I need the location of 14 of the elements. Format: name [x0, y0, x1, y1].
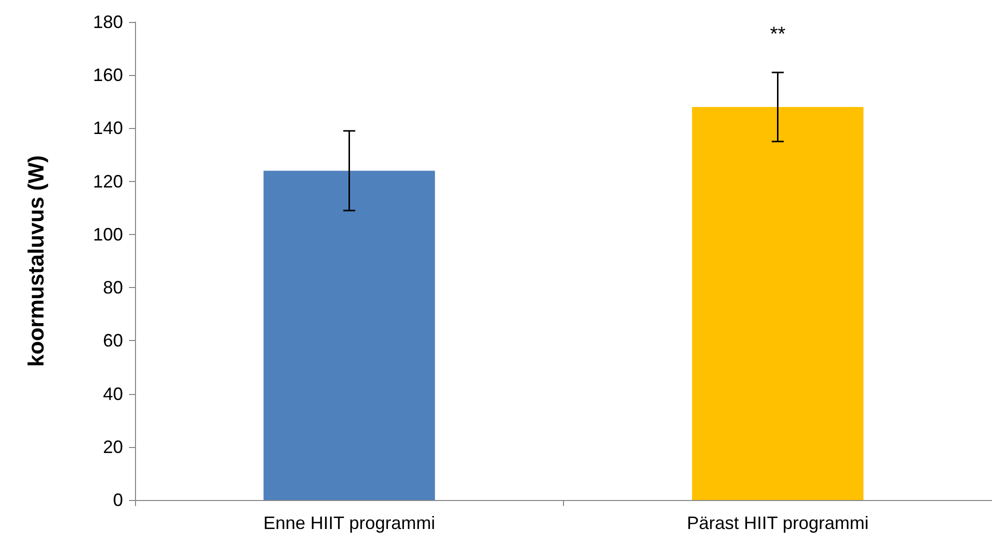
y-tick-label: 180: [92, 12, 123, 32]
y-tick-label: 80: [102, 278, 123, 298]
y-tick-label: 40: [102, 384, 123, 404]
y-tick-label: 0: [112, 490, 123, 510]
x-tick-label: Enne HIIT programmi: [263, 513, 436, 533]
annotation: **: [770, 23, 786, 46]
y-tick-label: 120: [92, 171, 123, 192]
y-tick-label: 20: [102, 436, 123, 457]
x-tick-label: Pärast HIIT programmi: [686, 513, 869, 533]
y-tick-label: 160: [92, 65, 123, 86]
y-tick-label: 60: [102, 330, 123, 351]
y-tick-label: 140: [92, 118, 123, 138]
y-axis-title: koormustaluvus (W): [24, 155, 48, 367]
y-tick-label: 100: [92, 224, 123, 244]
